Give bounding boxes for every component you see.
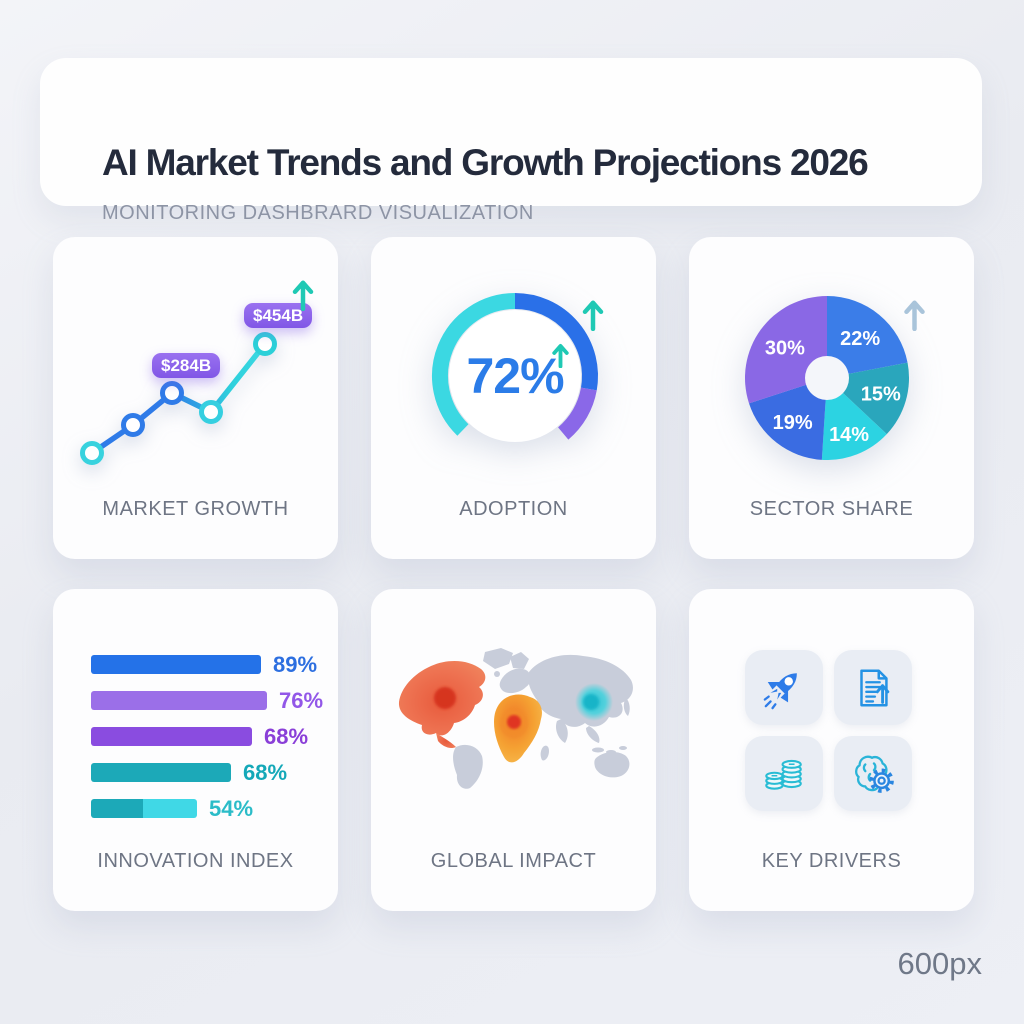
bar-value-label: 54% [209,795,254,821]
bar-value-label: 76% [279,687,324,713]
card-label: SECTOR SHARE [749,498,914,520]
brain-tile [834,736,912,811]
pie-slice [749,378,827,460]
coins-icon [765,759,802,790]
bar-row: 89% [91,652,323,677]
card-key-drivers: KEY DRIVERS [689,589,974,911]
pie-slice [827,296,908,378]
southeast-asia [586,726,600,743]
value-badge-mid: $284B [152,353,221,378]
japan [623,698,630,716]
heat-core-north-america [434,687,456,709]
page-title: AI Market Trends and Growth Projections … [102,142,869,183]
madagascar [540,745,549,761]
pie-slice [821,378,887,460]
bar-row: 76% [91,688,323,713]
bar-value-label: 68% [243,759,288,785]
pie-slice-label: 19% [773,412,813,434]
card-global-impact: GLOBAL IMPACT [371,589,656,911]
trend-up-arrow-icon [291,279,315,311]
bar-row: 68% [91,760,323,785]
greenland [483,648,513,669]
bar [91,655,261,674]
line-point [160,381,184,405]
page-subtitle: MONITORING DASHBRARD VISUALIZATION [102,202,534,224]
pie-slice-label: 15% [861,384,901,406]
canvas-width-label: 600px [897,946,982,981]
card-market-growth: $284B $454B MARKET GROWTH [53,237,338,559]
continent-australia [594,752,630,778]
gear [869,767,894,793]
document-tile [834,650,912,725]
card-adoption: 72% ADOPTION [371,237,656,559]
line-point [253,332,277,356]
card-sector-share: 22% 15% 14% 19% 30% SECTOR SHARE [689,237,974,559]
card-label: GLOBAL IMPACT [430,850,597,872]
rocket-icon [763,672,797,709]
line-point [80,441,104,465]
pie-slice-label: 30% [765,337,805,359]
bar-value-label: 89% [273,651,318,677]
heat-core-east-asia [583,694,599,710]
line-point [199,400,223,424]
bar [91,691,267,710]
scandinavia [510,652,529,669]
bar-value-label: 68% [264,723,309,749]
bar [91,727,252,746]
pie-slice-label: 22% [840,328,880,350]
heat-regions [398,660,613,763]
ring-inner-disc [449,310,581,442]
ring-segment [514,293,598,391]
document-growth-icon [860,669,890,706]
ring-segment [432,293,516,436]
adoption-ring-plot [432,293,598,442]
trend-up-arrow-icon-small [551,343,570,368]
bar-row: 54% [91,796,323,821]
card-label: ADOPTION [459,498,568,520]
bar [91,763,231,782]
continent-europe [499,668,531,694]
card-label: INNOVATION INDEX [97,850,294,872]
heat-core-africa [507,715,521,729]
trend-up-arrow-icon [581,299,605,331]
sector-share-plot: 22% 15% 14% 19% 30% [745,296,909,460]
bar-row: 68% [91,724,323,749]
continent-south-america [453,744,483,789]
bar [91,799,197,818]
card-label: KEY DRIVERS [761,850,902,872]
rocket-tile [745,650,823,725]
india [555,719,568,743]
ring-segment [557,387,597,440]
brain-gear-icon [855,755,894,793]
central-america [436,733,456,749]
value-badge-end: $454B [244,303,313,328]
card-innovation-index: 89% 76% 68% 68% 54% INNOVATION INDEX [53,589,338,911]
pie-hole [805,356,849,400]
world-map-graphic [393,642,643,792]
card-label: MARKET GROWTH [102,498,289,520]
adoption-value: 72% [466,348,564,404]
line-point [121,413,145,437]
trend-up-arrow-icon [902,299,927,331]
market-growth-plot [80,332,277,465]
pie-slice-label: 14% [829,424,869,446]
header-card: AI Market Trends and Growth Projections … [40,58,982,224]
innovation-bars: 89% 76% 68% 68% 54% [91,652,323,835]
coins-tile [745,736,823,811]
